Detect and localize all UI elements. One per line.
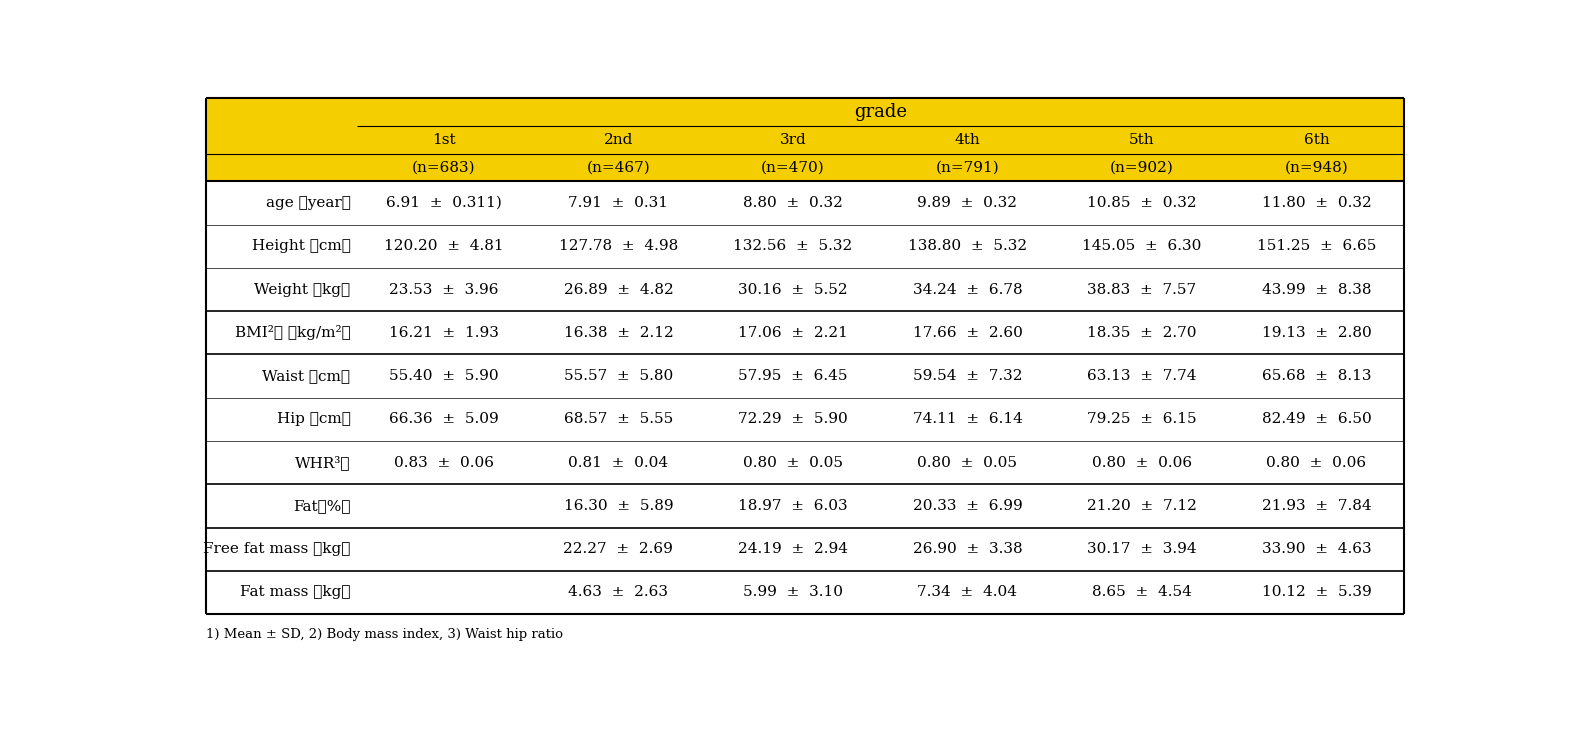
Text: 6th: 6th <box>1303 133 1330 147</box>
Text: Free fat mass （kg）: Free fat mass （kg） <box>203 542 350 556</box>
Text: 19.13  ±  2.80: 19.13 ± 2.80 <box>1262 326 1371 340</box>
Text: 57.95  ±  6.45: 57.95 ± 6.45 <box>738 369 848 383</box>
Text: 55.57  ±  5.80: 55.57 ± 5.80 <box>564 369 674 383</box>
Text: 5.99  ±  3.10: 5.99 ± 3.10 <box>743 585 843 599</box>
Text: 11.80  ±  0.32: 11.80 ± 0.32 <box>1262 196 1371 210</box>
Text: WHR³⧐: WHR³⧐ <box>295 455 350 470</box>
Text: 30.16  ±  5.52: 30.16 ± 5.52 <box>738 282 848 296</box>
Text: 21.20  ±  7.12: 21.20 ± 7.12 <box>1086 499 1196 513</box>
Text: 10.85  ±  0.32: 10.85 ± 0.32 <box>1086 196 1196 210</box>
Text: 17.06  ±  2.21: 17.06 ± 2.21 <box>738 326 848 340</box>
Text: Height （cm）: Height （cm） <box>251 239 350 253</box>
Text: 7.91  ±  0.31: 7.91 ± 0.31 <box>568 196 669 210</box>
Text: 79.25  ±  6.15: 79.25 ± 6.15 <box>1086 412 1196 426</box>
Text: grade: grade <box>854 103 907 121</box>
Text: Hip （cm）: Hip （cm） <box>276 412 350 426</box>
Text: 8.65  ±  4.54: 8.65 ± 4.54 <box>1093 585 1192 599</box>
Bar <box>206 98 1404 182</box>
Text: 5th: 5th <box>1129 133 1156 147</box>
Text: 6.91  ±  0.311): 6.91 ± 0.311) <box>386 196 502 210</box>
Text: 10.12  ±  5.39: 10.12 ± 5.39 <box>1262 585 1371 599</box>
Text: 59.54  ±  7.32: 59.54 ± 7.32 <box>912 369 1022 383</box>
Text: 34.24  ±  6.78: 34.24 ± 6.78 <box>912 282 1022 296</box>
Text: 151.25  ±  6.65: 151.25 ± 6.65 <box>1256 239 1377 253</box>
Text: 18.97  ±  6.03: 18.97 ± 6.03 <box>738 499 848 513</box>
Text: 1) Mean ± SD, 2) Body mass index, 3) Waist hip ratio: 1) Mean ± SD, 2) Body mass index, 3) Wai… <box>206 628 562 641</box>
Text: 120.20  ±  4.81: 120.20 ± 4.81 <box>385 239 504 253</box>
Text: 16.21  ±  1.93: 16.21 ± 1.93 <box>389 326 499 340</box>
Text: (n=470): (n=470) <box>761 161 824 174</box>
Text: 72.29  ±  5.90: 72.29 ± 5.90 <box>738 412 848 426</box>
Text: (n=467): (n=467) <box>587 161 650 174</box>
Text: 33.90  ±  4.63: 33.90 ± 4.63 <box>1262 542 1371 556</box>
Text: 23.53  ±  3.96: 23.53 ± 3.96 <box>389 282 499 296</box>
Text: 21.93  ±  7.84: 21.93 ± 7.84 <box>1262 499 1371 513</box>
Text: 7.34  ±  4.04: 7.34 ± 4.04 <box>917 585 1017 599</box>
Text: 0.80  ±  0.05: 0.80 ± 0.05 <box>743 456 843 470</box>
Text: BMI²⧐ （kg/m²）: BMI²⧐ （kg/m²） <box>236 325 350 340</box>
Text: 82.49  ±  6.50: 82.49 ± 6.50 <box>1262 412 1371 426</box>
Text: 0.81  ±  0.04: 0.81 ± 0.04 <box>568 456 669 470</box>
Text: (n=683): (n=683) <box>411 161 476 174</box>
Text: 2nd: 2nd <box>604 133 633 147</box>
Text: (n=791): (n=791) <box>936 161 1000 174</box>
Text: 18.35  ±  2.70: 18.35 ± 2.70 <box>1086 326 1196 340</box>
Text: Fat mass （kg）: Fat mass （kg） <box>240 585 350 599</box>
Text: 145.05  ±  6.30: 145.05 ± 6.30 <box>1082 239 1201 253</box>
Text: 4th: 4th <box>955 133 980 147</box>
Text: 24.19  ±  2.94: 24.19 ± 2.94 <box>738 542 848 556</box>
Text: 16.38  ±  2.12: 16.38 ± 2.12 <box>564 326 674 340</box>
Text: (n=902): (n=902) <box>1110 161 1174 174</box>
Text: 0.83  ±  0.06: 0.83 ± 0.06 <box>394 456 495 470</box>
Text: 17.66  ±  2.60: 17.66 ± 2.60 <box>912 326 1022 340</box>
Text: 38.83  ±  7.57: 38.83 ± 7.57 <box>1088 282 1196 296</box>
Text: Fat（%）: Fat（%） <box>294 499 350 513</box>
Text: 65.68  ±  8.13: 65.68 ± 8.13 <box>1262 369 1371 383</box>
Text: Weight （kg）: Weight （kg） <box>254 282 350 296</box>
Text: 0.80  ±  0.06: 0.80 ± 0.06 <box>1267 456 1366 470</box>
Text: 55.40  ±  5.90: 55.40 ± 5.90 <box>389 369 499 383</box>
Text: Waist （cm）: Waist （cm） <box>262 369 350 383</box>
Text: 20.33  ±  6.99: 20.33 ± 6.99 <box>912 499 1022 513</box>
Text: 16.30  ±  5.89: 16.30 ± 5.89 <box>564 499 674 513</box>
Text: 3rd: 3rd <box>780 133 807 147</box>
Text: 4.63  ±  2.63: 4.63 ± 2.63 <box>568 585 669 599</box>
Text: 30.17  ±  3.94: 30.17 ± 3.94 <box>1086 542 1196 556</box>
Text: 0.80  ±  0.06: 0.80 ± 0.06 <box>1091 456 1192 470</box>
Text: age （year）: age （year） <box>265 196 350 210</box>
Text: 66.36  ±  5.09: 66.36 ± 5.09 <box>389 412 499 426</box>
Text: (n=948): (n=948) <box>1284 161 1349 174</box>
Text: 68.57  ±  5.55: 68.57 ± 5.55 <box>564 412 674 426</box>
Text: 74.11  ±  6.14: 74.11 ± 6.14 <box>912 412 1022 426</box>
Text: 26.90  ±  3.38: 26.90 ± 3.38 <box>912 542 1022 556</box>
Bar <box>206 182 1404 614</box>
Text: 127.78  ±  4.98: 127.78 ± 4.98 <box>559 239 678 253</box>
Text: 138.80  ±  5.32: 138.80 ± 5.32 <box>907 239 1027 253</box>
Text: 9.89  ±  0.32: 9.89 ± 0.32 <box>917 196 1017 210</box>
Text: 8.80  ±  0.32: 8.80 ± 0.32 <box>743 196 843 210</box>
Text: 22.27  ±  2.69: 22.27 ± 2.69 <box>564 542 674 556</box>
Text: 1st: 1st <box>432 133 455 147</box>
Text: 26.89  ±  4.82: 26.89 ± 4.82 <box>564 282 674 296</box>
Text: 0.80  ±  0.05: 0.80 ± 0.05 <box>917 456 1017 470</box>
Text: 43.99  ±  8.38: 43.99 ± 8.38 <box>1262 282 1371 296</box>
Text: 63.13  ±  7.74: 63.13 ± 7.74 <box>1086 369 1196 383</box>
Text: 132.56  ±  5.32: 132.56 ± 5.32 <box>733 239 853 253</box>
